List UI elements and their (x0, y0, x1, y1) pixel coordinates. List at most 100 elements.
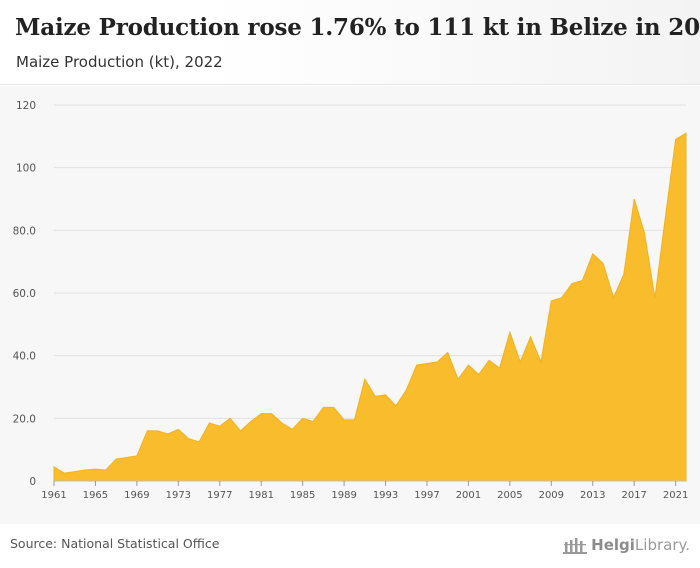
data-point-2014 (602, 262, 604, 264)
data-point-1966 (105, 469, 107, 471)
data-point-2022 (685, 132, 687, 134)
data-point-1983 (281, 422, 283, 424)
data-point-1995 (405, 389, 407, 391)
data-point-2019 (654, 297, 656, 299)
data-point-2000 (457, 378, 459, 380)
data-point-1996 (415, 364, 417, 366)
data-point-1962 (63, 472, 65, 474)
x-tick-label: 1997 (414, 490, 439, 501)
data-point-1964 (84, 469, 86, 471)
data-point-2011 (571, 282, 573, 284)
x-tick-label: 1981 (248, 490, 273, 501)
data-point-1970 (146, 430, 148, 432)
data-point-2016 (623, 273, 625, 275)
y-tick-label: 80.0 (13, 225, 36, 237)
data-point-1967 (115, 458, 117, 460)
data-point-1988 (333, 406, 335, 408)
x-tick-labels: 1961 1965 1969 1973 1977 1981 1985 1989 1993 1997… (41, 490, 688, 501)
data-point-1986 (312, 420, 314, 422)
data-point-1973 (177, 428, 179, 430)
data-point-1981 (260, 412, 262, 414)
y-tick-labels: 0 20.0 40.0 60.0 80.0 100 120 (13, 100, 36, 488)
data-point-1963 (74, 470, 76, 472)
data-point-1974 (187, 438, 189, 440)
x-tick-label: 1989 (331, 490, 356, 501)
chart-title: Maize Production rose 1.76% to 111 kt in… (15, 14, 700, 41)
y-tick-label: 60.0 (13, 288, 36, 300)
data-point-2010 (560, 297, 562, 299)
brand-suffix: Library. (634, 536, 690, 554)
brand-logo: HelgiLibrary. (562, 534, 690, 556)
x-tick-label: 1961 (41, 490, 66, 501)
chart-header: Maize Production rose 1.76% to 111 kt in… (0, 0, 700, 85)
chart-footer: Source: National Statistical Office Helg… (0, 524, 700, 568)
data-point-1997 (426, 362, 428, 364)
x-tick-label: 1969 (124, 490, 149, 501)
data-point-2001 (467, 364, 469, 366)
data-point-2009 (550, 300, 552, 302)
x-tick-label: 2001 (456, 490, 481, 501)
data-point-2007 (529, 336, 531, 338)
data-point-1991 (364, 378, 366, 380)
data-point-1999 (447, 351, 449, 353)
chart-subtitle: Maize Production (kt), 2022 (16, 53, 223, 71)
data-point-2002 (478, 373, 480, 375)
data-point-1976 (208, 422, 210, 424)
data-point-1993 (384, 394, 386, 396)
data-point-1994 (395, 405, 397, 407)
data-point-2006 (519, 361, 521, 363)
y-tick-label: 20.0 (13, 413, 36, 425)
data-point-1985 (301, 417, 303, 419)
y-tick-label: 0 (29, 476, 36, 488)
data-point-1989 (343, 419, 345, 421)
y-tick-label: 40.0 (13, 351, 36, 363)
data-point-1979 (239, 430, 241, 432)
data-point-1978 (229, 417, 231, 419)
x-tick-label: 1973 (166, 490, 191, 501)
x-tick-label: 2005 (497, 490, 522, 501)
library-building-icon (563, 538, 588, 554)
data-point-1969 (136, 455, 138, 457)
y-tick-label: 120 (16, 100, 36, 112)
data-point-2018 (643, 232, 645, 234)
data-point-1977 (219, 425, 221, 427)
source-note: Source: National Statistical Office (10, 536, 220, 551)
data-point-2015 (612, 297, 614, 299)
x-tick-label: 2017 (621, 490, 646, 501)
data-point-1984 (291, 428, 293, 430)
data-point-1961 (53, 466, 55, 468)
data-point-2020 (664, 217, 666, 219)
data-point-1972 (167, 433, 169, 435)
x-tick-label: 2009 (539, 490, 564, 501)
data-point-2004 (498, 367, 500, 369)
brand-prefix: Helgi (591, 536, 635, 554)
x-tick-label: 1985 (290, 490, 315, 501)
x-tick-label: 2013 (580, 490, 605, 501)
data-point-1980 (250, 420, 252, 422)
data-point-2021 (674, 138, 676, 140)
data-point-1992 (374, 395, 376, 397)
data-point-2013 (592, 253, 594, 255)
data-point-1975 (198, 441, 200, 443)
area-series (53, 132, 687, 482)
data-point-1965 (94, 468, 96, 470)
x-tick-label: 1977 (207, 490, 232, 501)
data-point-1987 (322, 406, 324, 408)
data-point-1968 (125, 456, 127, 458)
data-point-1998 (436, 361, 438, 363)
x-tick-label: 1993 (373, 490, 398, 501)
axes (53, 480, 686, 486)
x-tick-label: 2021 (663, 490, 688, 501)
data-point-1971 (156, 430, 158, 432)
data-point-2003 (488, 359, 490, 361)
data-point-2008 (540, 361, 542, 363)
x-tick-label: 1965 (83, 490, 108, 501)
data-point-2017 (633, 198, 635, 200)
data-point-1982 (270, 412, 272, 414)
area-maize-production (53, 132, 687, 482)
data-point-1990 (353, 419, 355, 421)
data-point-2012 (581, 279, 583, 281)
y-tick-label: 100 (16, 163, 36, 175)
brand-wordmark: HelgiLibrary. (591, 536, 690, 554)
